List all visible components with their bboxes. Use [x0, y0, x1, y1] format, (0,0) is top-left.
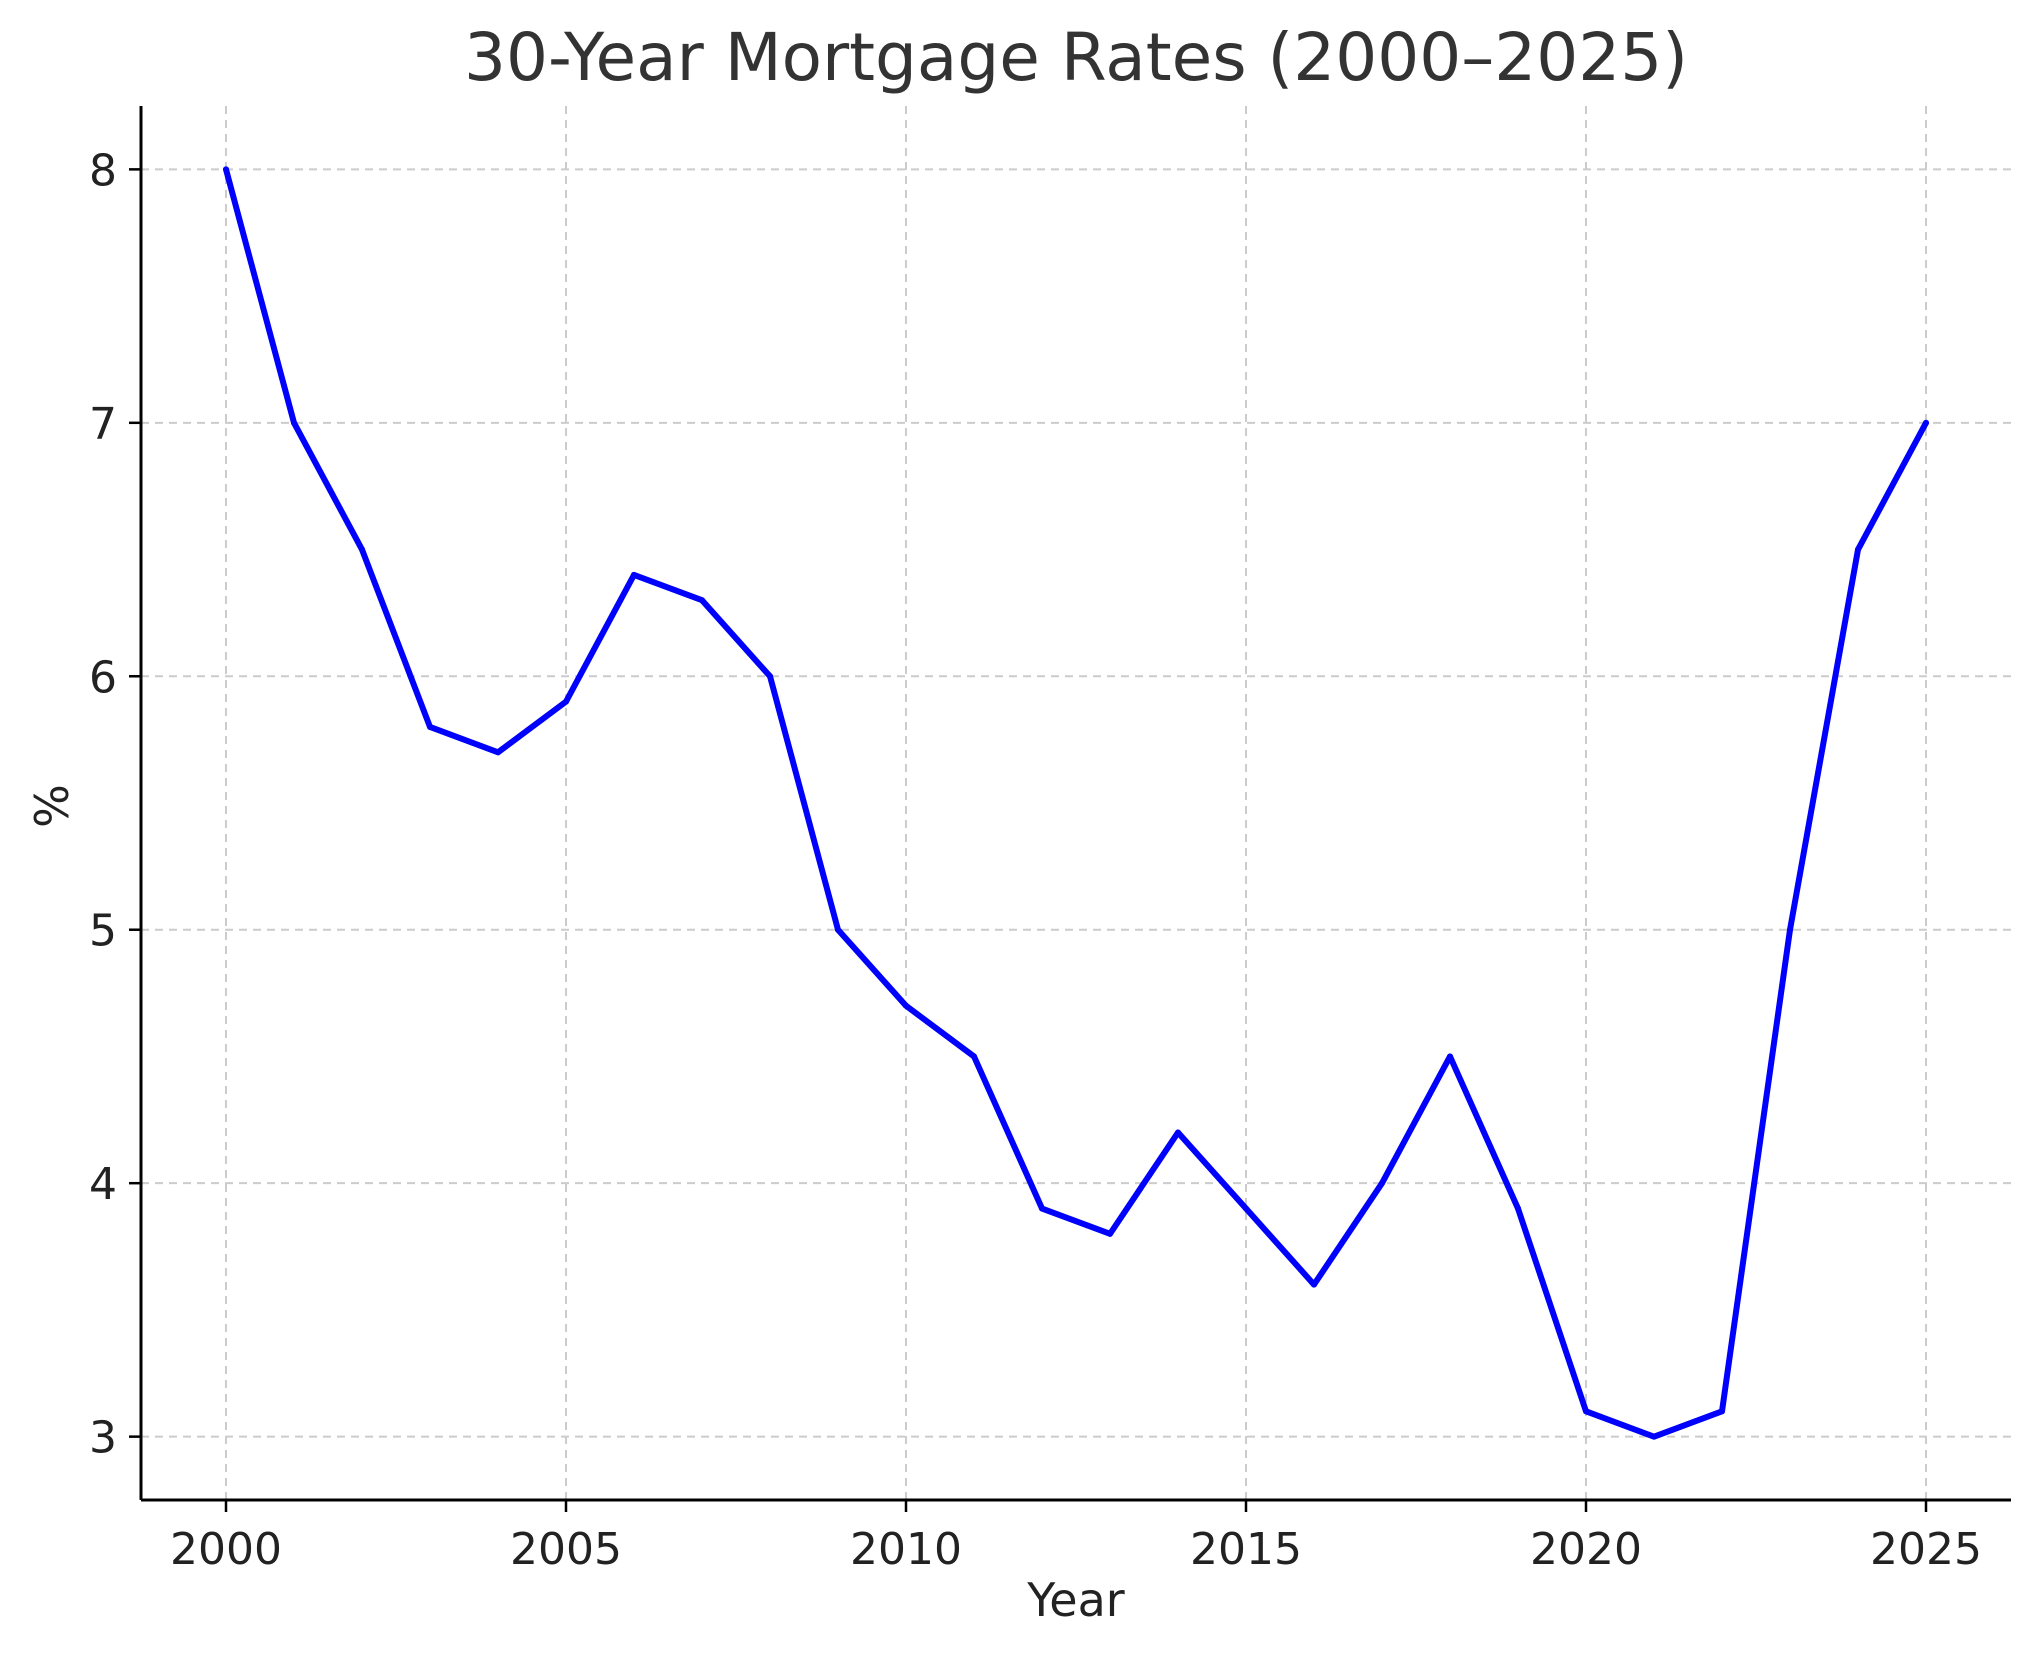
x-axis-label: Year — [1026, 1573, 1124, 1627]
x-tick-label: 2025 — [1870, 1524, 1982, 1575]
data-point — [563, 698, 569, 705]
axes — [139, 106, 2011, 1502]
data-point — [767, 673, 773, 680]
ticks: 2000 2005 2010 2015 2020 2025 3 4 5 6 7 8 — [89, 145, 1982, 1575]
series-line — [223, 166, 1929, 1440]
data-point — [1243, 1205, 1249, 1212]
data-point — [1379, 1180, 1385, 1187]
x-tick-label: 2005 — [510, 1524, 622, 1575]
data-point — [1787, 926, 1793, 933]
y-tick-label: 4 — [89, 1159, 117, 1210]
data-point — [1855, 546, 1861, 553]
y-tick-label: 6 — [89, 652, 117, 703]
x-tick-label: 2015 — [1190, 1524, 1302, 1575]
data-point — [359, 546, 365, 553]
data-point — [1039, 1205, 1045, 1212]
y-tick-label: 8 — [89, 145, 117, 196]
y-tick-label: 7 — [89, 399, 117, 450]
x-tick-label: 2020 — [1530, 1524, 1642, 1575]
x-tick-label: 2010 — [850, 1524, 962, 1575]
data-point — [495, 749, 501, 756]
data-point — [1923, 419, 1929, 426]
data-point — [291, 419, 297, 426]
y-axis-label: % — [25, 784, 79, 828]
data-point — [223, 166, 229, 173]
data-point — [699, 597, 705, 604]
data-point — [1311, 1281, 1317, 1288]
chart-title: 30-Year Mortgage Rates (2000–2025) — [464, 19, 1688, 96]
data-point — [1651, 1433, 1657, 1440]
data-point — [1515, 1205, 1521, 1212]
data-point — [835, 926, 841, 933]
data-point — [1447, 1053, 1453, 1060]
data-point — [631, 571, 637, 578]
y-tick-label: 3 — [89, 1413, 117, 1464]
x-tick-label: 2000 — [170, 1524, 282, 1575]
series-layer — [223, 166, 1929, 1440]
data-point — [427, 723, 433, 730]
data-point — [971, 1053, 977, 1060]
data-point — [1583, 1408, 1589, 1415]
data-point — [1719, 1408, 1725, 1415]
data-point — [903, 1002, 909, 1009]
data-point — [1175, 1129, 1181, 1136]
grid — [141, 106, 2011, 1500]
y-tick-label: 5 — [89, 906, 117, 957]
data-point — [1107, 1230, 1113, 1237]
